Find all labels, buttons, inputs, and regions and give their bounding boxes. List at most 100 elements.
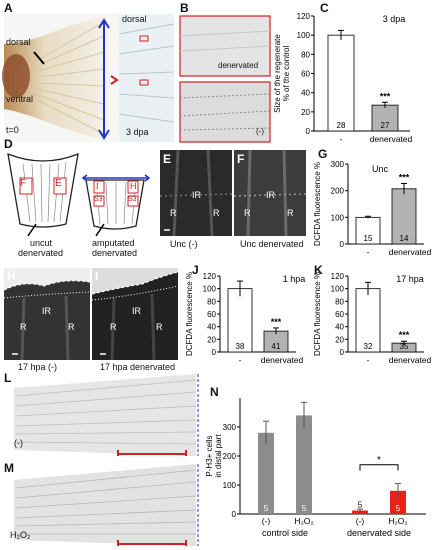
panel-E-image — [159, 149, 233, 237]
bar-n-label: 15 — [364, 234, 373, 243]
chart-title: 1 hpa — [283, 274, 306, 284]
y-tick-label: 80 — [301, 50, 310, 59]
panel-A-ventral-label: ventral — [6, 94, 34, 104]
panel-L-label: (-) — [14, 438, 23, 448]
panel-D-amputated-den-label: denervated — [92, 248, 138, 258]
panel-D-amputated-label: amputated — [92, 238, 135, 248]
panel-K-letter: K — [314, 263, 323, 277]
panel-M-label: H₂O₂ — [10, 530, 31, 540]
y-tick-label: 100 — [331, 285, 345, 294]
y-tick-label: 60 — [335, 310, 344, 319]
panel-I-image — [91, 268, 179, 361]
panel-E-R2-label: R — [213, 208, 220, 218]
panel-H-R2-label: R — [68, 322, 75, 332]
panel-H-caption: 17 hpa (-) — [18, 362, 58, 372]
y-axis-label: in distal part — [214, 434, 223, 478]
group-label-denervated: denervated side — [347, 528, 411, 538]
significance-bracket — [359, 464, 399, 471]
y-tick-label: 80 — [207, 297, 216, 306]
y-tick-label: 120 — [203, 272, 217, 281]
y-tick-label: 80 — [335, 297, 344, 306]
bar-n-label: 41 — [272, 342, 281, 351]
bar-n-label: 5 — [264, 504, 269, 513]
bar — [355, 288, 381, 353]
y-tick-label: 20 — [207, 335, 216, 344]
bar — [258, 432, 274, 514]
panel-B-denervated-label: denervated — [218, 61, 259, 70]
panel-H-letter: H — [7, 269, 16, 283]
panel-C-chart: 0 20 40 60 80 100 120 3 dpa Size of the regenera… — [273, 12, 413, 144]
panel-D-uncut-den-label: denervated — [18, 248, 64, 258]
y-tick-label: 60 — [207, 310, 216, 319]
panel-G-chart: 0 100 200 300 Unc DCFDA fluorescence % 15 - 14 **… — [313, 160, 432, 257]
panel-J-letter: J — [192, 263, 199, 277]
panel-M-fin-image — [14, 464, 199, 546]
y-tick-label: 40 — [335, 323, 344, 332]
panel-F-IR-label: IR — [266, 190, 275, 200]
bar — [296, 415, 312, 514]
y-tick-label: 20 — [301, 108, 310, 117]
significance-label: *** — [271, 317, 282, 327]
significance-label: * — [377, 455, 381, 466]
x-tick-label: - — [367, 247, 370, 257]
bar-n-label: 27 — [381, 121, 390, 130]
y-tick-label: 200 — [331, 187, 345, 196]
panel-F-caption: Unc denervated — [240, 239, 304, 249]
x-tick-label: denervated — [261, 355, 304, 365]
panel-B-images — [179, 15, 271, 143]
x-tick-label: - — [340, 134, 343, 144]
y-axis-label: % of the control — [282, 45, 291, 101]
x-tick-label: H₂O₂ — [294, 516, 313, 526]
panel-D-S3a-label: S3 — [94, 196, 103, 203]
panel-A-letter: A — [4, 1, 13, 15]
y-tick-label: 300 — [331, 160, 345, 169]
group-label-control: control side — [262, 528, 308, 538]
panel-A-3dpa-label: 3 dpa — [126, 127, 149, 137]
x-tick-label: - — [239, 355, 242, 365]
y-axis-label: Size of the regenerate — [273, 34, 282, 113]
panel-F-R2-label: R — [287, 208, 294, 218]
panel-A-t0-label: t=0 — [6, 125, 19, 135]
panel-K-chart: 0 20 40 60 80 100 120 17 hpa DCFDA fluorescence … — [313, 272, 432, 365]
panel-C-letter: C — [320, 1, 329, 15]
panel-N-letter: N — [210, 385, 219, 399]
x-tick-label: denervated — [389, 355, 432, 365]
significance-label: *** — [380, 91, 391, 101]
y-tick-label: 0 — [232, 510, 237, 519]
y-tick-label: 0 — [306, 127, 311, 136]
bar — [371, 104, 399, 132]
y-tick-label: 0 — [212, 348, 217, 357]
panel-I-R2-label: R — [156, 322, 163, 332]
chart-title: 17 hpa — [396, 274, 424, 284]
chart-title: Unc — [372, 164, 389, 174]
panel-D-H-label: H — [130, 181, 137, 191]
panel-D-letter: D — [4, 137, 13, 151]
x-tick-label: denervated — [370, 134, 413, 144]
x-tick-label: - — [367, 355, 370, 365]
y-tick-label: 200 — [223, 452, 237, 461]
panel-H-IR-label: IR — [42, 306, 51, 316]
panel-G-letter: G — [318, 147, 328, 161]
panel-H-R1-label: R — [20, 322, 27, 332]
panel-D-schematic — [7, 152, 151, 237]
y-axis-label: P-H3+ cells — [205, 435, 214, 476]
bar-n-label: 5 — [358, 501, 363, 510]
panel-A-dorsal-label: dorsal — [6, 37, 31, 47]
panel-B-letter: B — [180, 1, 189, 15]
y-tick-label: 60 — [301, 70, 310, 79]
panel-F-image — [233, 149, 307, 237]
significance-label: *** — [399, 172, 410, 182]
panel-M-letter: M — [4, 461, 14, 475]
y-tick-label: 100 — [203, 285, 217, 294]
y-axis-label: DCFDA fluorescence % — [185, 272, 194, 356]
panel-E-R1-label: R — [170, 208, 177, 218]
y-tick-label: 120 — [297, 12, 311, 21]
y-tick-label: 0 — [340, 240, 345, 249]
bar-n-label: 38 — [236, 342, 245, 351]
bar-n-label: 35 — [400, 342, 409, 351]
significance-label: *** — [399, 330, 410, 340]
bar — [391, 188, 417, 245]
y-tick-label: 100 — [331, 213, 345, 222]
panel-L-fin-image — [14, 374, 199, 456]
panel-I-R1-label: R — [110, 322, 117, 332]
